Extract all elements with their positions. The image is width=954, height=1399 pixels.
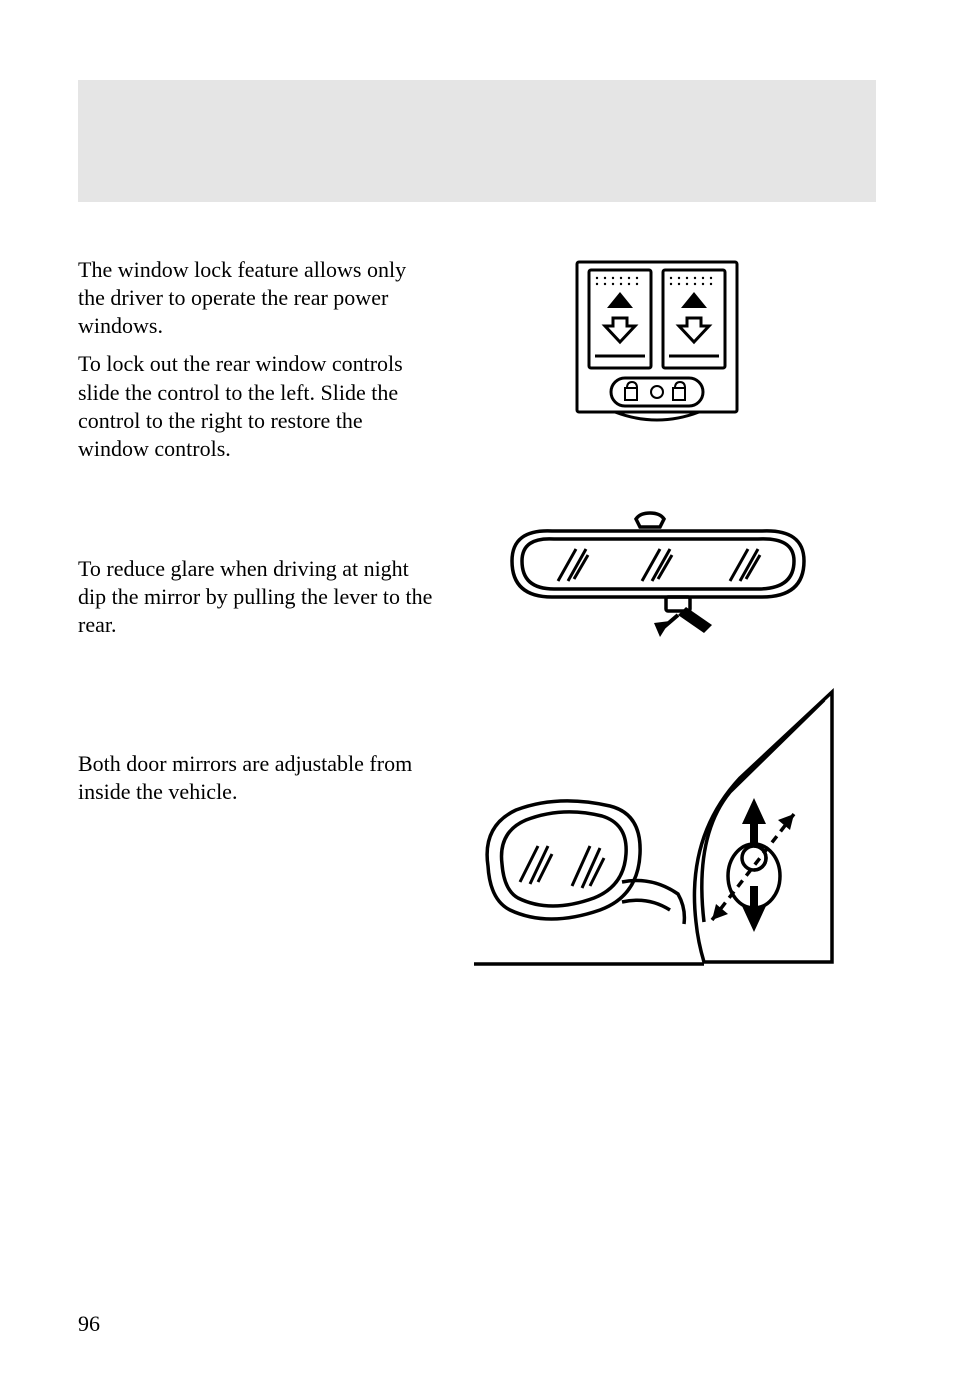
rearview-mirror-icon [492,509,822,649]
text-door-mirror: Both door mirrors are adjustable from in… [78,750,438,816]
header-band [78,80,876,202]
figure-window-switch [438,256,876,436]
paragraph: To reduce glare when driving at night di… [78,555,438,639]
section-door-mirror: Both door mirrors are adjustable from in… [78,686,876,976]
paragraph: To lock out the rear window controls sli… [78,350,438,463]
figure-rearview-mirror [438,509,876,649]
window-switch-icon [567,256,747,436]
door-mirror-icon [472,686,842,976]
paragraph: The window lock feature allows only the … [78,256,438,340]
page: The window lock feature allows only the … [0,0,954,1399]
text-window-lock: The window lock feature allows only the … [78,256,438,473]
page-number: 96 [78,1311,100,1337]
section-rearview-mirror: To reduce glare when driving at night di… [78,509,876,649]
paragraph: Both door mirrors are adjustable from in… [78,750,438,806]
text-rearview-mirror: To reduce glare when driving at night di… [78,555,438,649]
section-window-lock: The window lock feature allows only the … [78,256,876,473]
figure-door-mirror [438,686,876,976]
